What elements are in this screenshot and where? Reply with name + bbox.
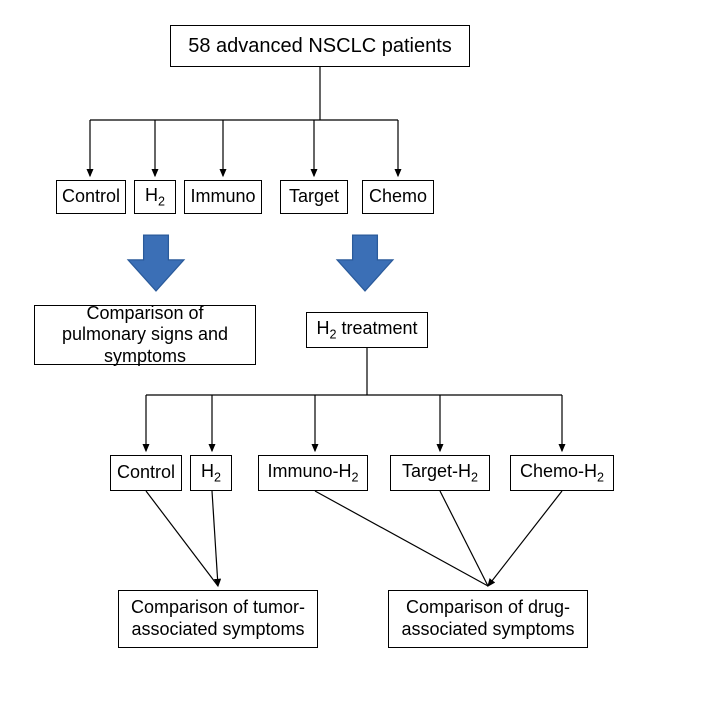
box-immuno: Immuno	[184, 180, 262, 214]
box-label-chemoh2: Chemo-H2	[520, 461, 604, 486]
box-root: 58 advanced NSCLC patients	[170, 25, 470, 67]
box-pulmonary: Comparison of pulmonary signs and sympto…	[34, 305, 256, 365]
box-label-control2: Control	[117, 462, 175, 484]
box-label-tumor: Comparison of tumor-associated symptoms	[127, 597, 309, 640]
box-label-control: Control	[62, 186, 120, 208]
box-control2: Control	[110, 455, 182, 491]
box-drug: Comparison of drug-associated symptoms	[388, 590, 588, 648]
box-h2_b: H2	[190, 455, 232, 491]
box-label-drug: Comparison of drug-associated symptoms	[397, 597, 579, 640]
big-arrow-0	[125, 232, 187, 294]
box-target: Target	[280, 180, 348, 214]
box-label-h2_a: H2	[145, 185, 165, 210]
box-label-h2_b: H2	[201, 461, 221, 486]
box-immunoh2: Immuno-H2	[258, 455, 368, 491]
box-label-immunoh2: Immuno-H2	[267, 461, 358, 486]
box-label-targeth2: Target-H2	[402, 461, 478, 486]
box-control: Control	[56, 180, 126, 214]
big-arrow-1	[334, 232, 396, 294]
box-label-immuno: Immuno	[190, 186, 255, 208]
box-label-root: 58 advanced NSCLC patients	[188, 34, 452, 58]
box-label-chemo: Chemo	[369, 186, 427, 208]
box-targeth2: Target-H2	[390, 455, 490, 491]
box-h2_a: H2	[134, 180, 176, 214]
box-chemoh2: Chemo-H2	[510, 455, 614, 491]
box-label-target: Target	[289, 186, 339, 208]
box-tumor: Comparison of tumor-associated symptoms	[118, 590, 318, 648]
box-chemo: Chemo	[362, 180, 434, 214]
flowchart-canvas: 58 advanced NSCLC patients Control H2 Immun…	[0, 0, 722, 705]
box-h2treat: H2 treatment	[306, 312, 428, 348]
box-label-h2treat: H2 treatment	[316, 318, 417, 343]
box-label-pulmonary: Comparison of pulmonary signs and sympto…	[43, 303, 247, 368]
